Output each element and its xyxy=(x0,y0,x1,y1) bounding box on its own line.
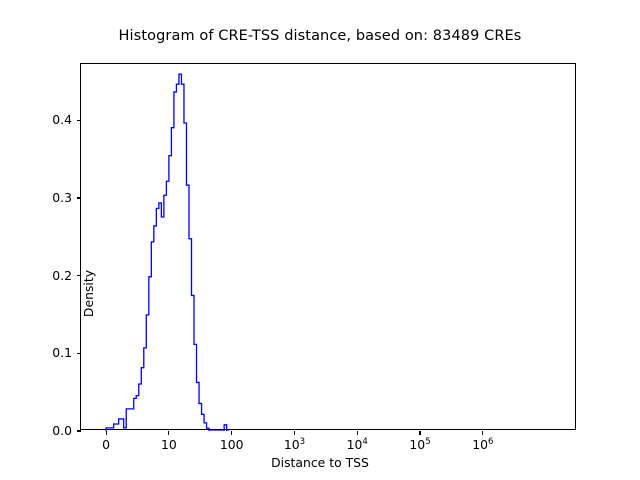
y-tick-label: 0.2 xyxy=(52,267,72,283)
x-tick-label: 0 xyxy=(102,437,111,452)
y-tick-mark xyxy=(77,430,81,432)
x-tick-mark xyxy=(231,431,233,435)
y-tick-mark xyxy=(77,275,81,277)
x-tick-mark xyxy=(293,431,296,435)
y-tick-mark xyxy=(77,352,81,354)
x-tick-mark xyxy=(168,431,170,435)
y-tick-label: 0.3 xyxy=(52,189,72,205)
plot-area: Density 0.0 0.1 0.2 0.3 0.4 0 10 100 103 104 105 1… xyxy=(52,63,576,452)
y-axis-label: Density xyxy=(81,269,96,318)
x-tick-exponent: 4 xyxy=(362,436,368,447)
x-tick-label: 103 xyxy=(283,436,306,452)
chart-title: Histogram of CRE-TSS distance, based on:… xyxy=(118,28,522,44)
x-tick-mark xyxy=(356,431,358,435)
x-tick-label: 10 xyxy=(161,437,177,452)
histogram-step-outline xyxy=(105,73,230,431)
x-tick-exponent: 5 xyxy=(425,436,431,447)
y-tick-label: 0.1 xyxy=(52,345,72,361)
x-tick-mark xyxy=(105,431,107,435)
x-tick-exponent: 3 xyxy=(299,436,306,447)
y-tick-mark xyxy=(77,197,81,199)
x-tick-label: 106 xyxy=(472,436,494,452)
y-tick-mark xyxy=(77,119,81,121)
x-tick-label: 100 xyxy=(219,437,244,452)
y-tick-label: 0.4 xyxy=(52,112,72,128)
x-tick-exponent: 6 xyxy=(487,436,494,447)
x-axis-label: Distance to TSS xyxy=(271,455,369,470)
x-tick-label: 105 xyxy=(409,436,431,452)
x-tick-mark xyxy=(482,431,484,435)
x-tick-mark xyxy=(419,431,421,435)
y-tick-label: 0.0 xyxy=(52,423,72,438)
histogram-series-line xyxy=(105,73,230,431)
x-tick-label: 104 xyxy=(346,436,368,452)
